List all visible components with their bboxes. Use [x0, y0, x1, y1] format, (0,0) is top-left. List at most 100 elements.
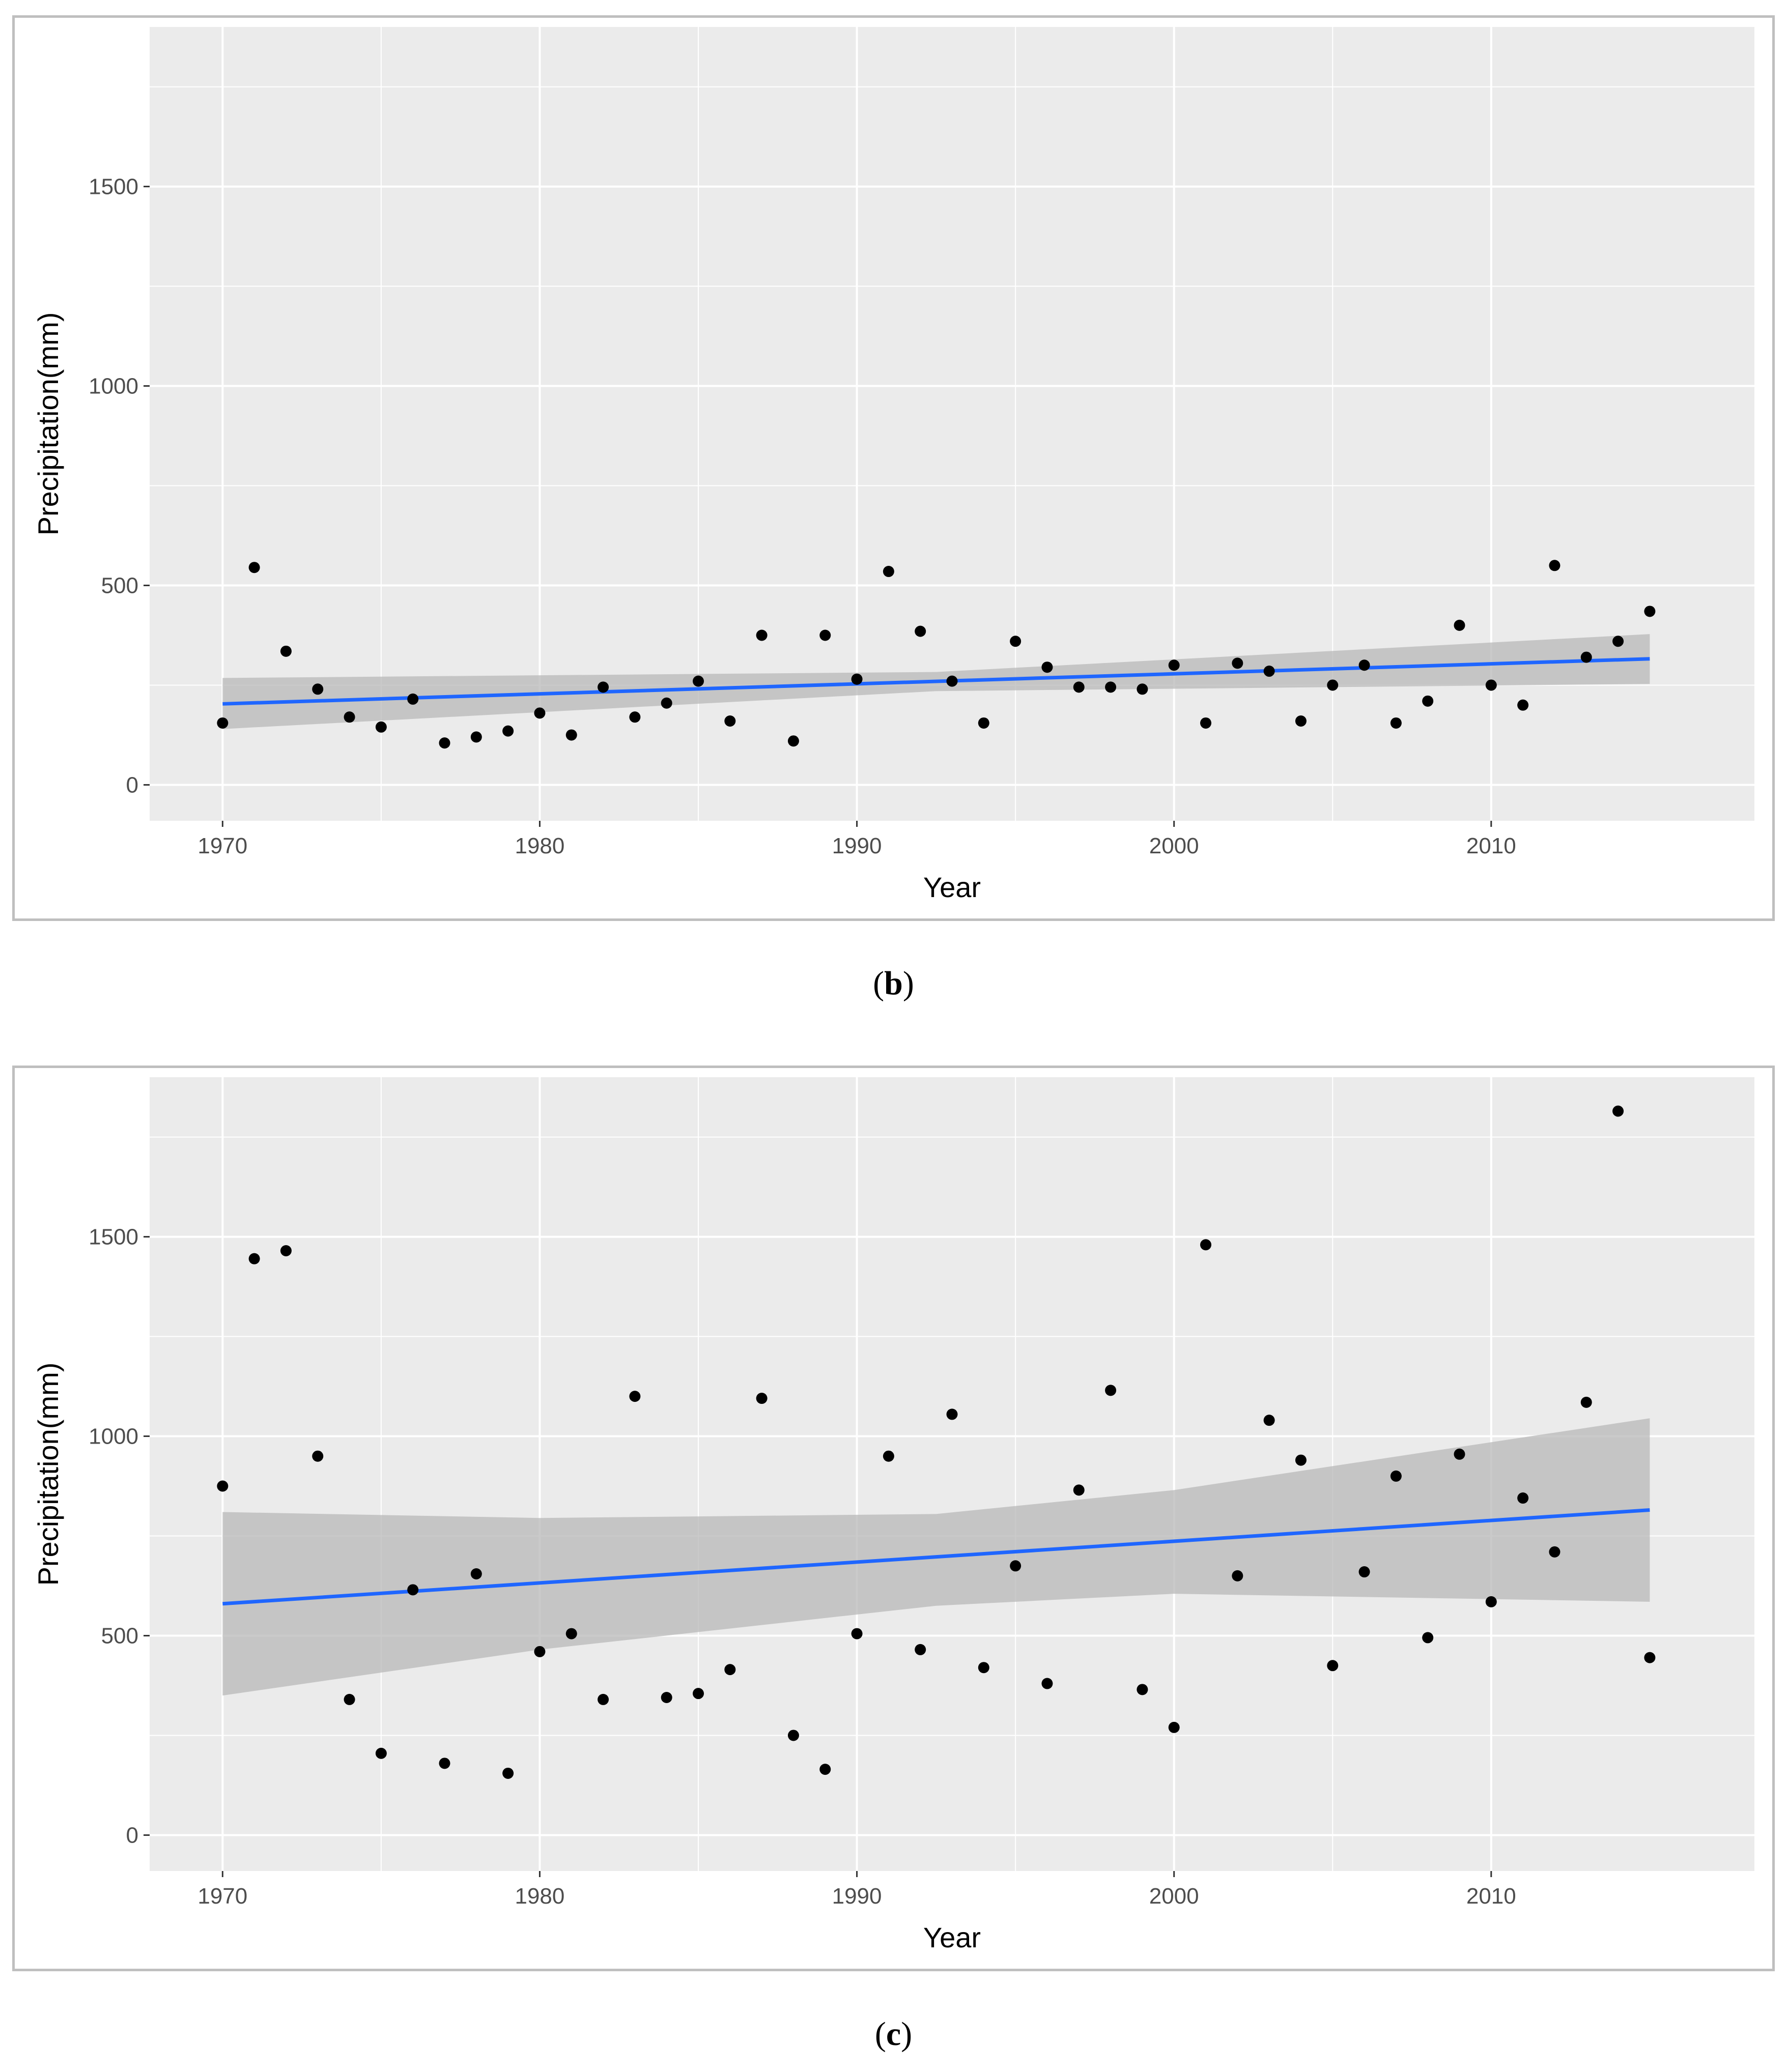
data-point: [344, 711, 355, 723]
data-point: [851, 1628, 863, 1639]
trend-line: [222, 1508, 1650, 1606]
chart-panel-b: 0 500 1000 1500 1970 1980 1990 2000 2010 Year Prec…: [12, 15, 1775, 921]
data-point: [375, 1747, 387, 1759]
data-point: [693, 1688, 704, 1700]
data-point: [248, 1253, 260, 1264]
data-point: [1390, 717, 1402, 729]
data-point: [1422, 695, 1434, 707]
data-point: [1358, 1566, 1370, 1578]
data-point: [629, 711, 641, 723]
data-point: [1485, 1596, 1497, 1607]
data-point: [661, 697, 672, 709]
data-point: [1549, 560, 1561, 571]
data-point: [1327, 1660, 1339, 1672]
data-point: [1010, 1560, 1022, 1572]
data-point: [1168, 1721, 1180, 1733]
y-axis-title: Precipitation(mm): [32, 312, 64, 536]
data-point: [819, 629, 831, 641]
chart-svg-b: 0 500 1000 1500 1970 1980 1990 2000 2010 Year Prec…: [32, 27, 1754, 903]
data-point: [470, 731, 482, 743]
data-point: [1612, 1105, 1624, 1117]
data-point: [787, 735, 799, 747]
data-point: [1105, 1385, 1117, 1396]
caption-letter-b: b: [884, 965, 903, 1002]
y-tick-label: 1500: [89, 175, 138, 199]
data-point: [1485, 679, 1497, 691]
data-point: [248, 562, 260, 573]
data-point: [1137, 1684, 1148, 1695]
caption-c: (c): [874, 2016, 913, 2053]
data-point: [946, 1408, 958, 1420]
data-point: [1200, 717, 1211, 729]
data-point: [407, 1584, 419, 1596]
data-point: [1644, 1652, 1656, 1663]
x-tick-label: 1980: [515, 1884, 564, 1909]
y-tick-label: 1000: [89, 1424, 138, 1449]
data-point: [756, 1393, 768, 1404]
data-point: [534, 707, 546, 719]
data-point: [1073, 681, 1085, 693]
y-axis-title: Precipitation(mm): [32, 1363, 64, 1586]
data-point: [1073, 1484, 1085, 1496]
data-point: [629, 1391, 641, 1402]
data-point: [1327, 679, 1339, 691]
data-point: [1232, 657, 1243, 669]
data-point: [470, 1568, 482, 1579]
data-point: [565, 729, 577, 741]
x-tick-label: 2010: [1466, 833, 1516, 858]
y-tick-label: 0: [126, 772, 138, 797]
y-tick-label: 0: [126, 1823, 138, 1848]
data-point: [1295, 1454, 1307, 1466]
data-point: [439, 737, 450, 749]
x-tick-label: 1970: [197, 833, 247, 858]
data-point: [407, 693, 419, 705]
data-point: [1358, 659, 1370, 671]
data-point: [1422, 1632, 1434, 1644]
trend-line: [222, 657, 1650, 706]
data-point: [1137, 683, 1148, 695]
data-point: [502, 1767, 514, 1779]
data-point: [1263, 1415, 1275, 1426]
data-point: [1612, 636, 1624, 647]
data-point: [1200, 1239, 1211, 1251]
data-point: [883, 1450, 894, 1462]
data-point: [280, 1245, 292, 1257]
data-point: [565, 1628, 577, 1639]
y-tick-label: 1000: [89, 374, 138, 399]
data-point: [1549, 1546, 1561, 1558]
y-tick-label: 500: [101, 1623, 138, 1648]
data-point: [851, 673, 863, 685]
data-point: [1390, 1470, 1402, 1482]
data-point: [312, 1450, 324, 1462]
x-axis-title: Year: [923, 871, 981, 903]
x-tick-label: 1990: [832, 833, 882, 858]
data-point: [978, 717, 989, 729]
data-point: [598, 681, 609, 693]
data-point: [787, 1730, 799, 1741]
data-point: [724, 1664, 736, 1676]
data-point: [819, 1764, 831, 1775]
data-point: [946, 675, 958, 687]
data-point: [1041, 1678, 1053, 1689]
data-point: [1263, 666, 1275, 677]
x-tick-label: 2010: [1466, 1884, 1516, 1909]
data-point: [883, 566, 894, 578]
data-point: [1454, 1448, 1465, 1460]
data-point: [344, 1693, 355, 1705]
data-point: [534, 1646, 546, 1657]
caption-b: (b): [873, 965, 914, 1002]
data-point: [693, 675, 704, 687]
data-point: [439, 1758, 450, 1769]
x-tick-label: 2000: [1149, 1884, 1199, 1909]
data-point: [1010, 636, 1022, 647]
data-point: [375, 721, 387, 733]
data-point: [756, 629, 768, 641]
data-point: [915, 625, 926, 637]
data-point: [915, 1644, 926, 1655]
caption-letter-c: c: [886, 2016, 901, 2053]
data-point: [217, 1480, 229, 1492]
data-point: [217, 717, 229, 729]
x-tick-label: 1990: [832, 1884, 882, 1909]
data-point: [1041, 661, 1053, 673]
y-tick-label: 500: [101, 573, 138, 598]
